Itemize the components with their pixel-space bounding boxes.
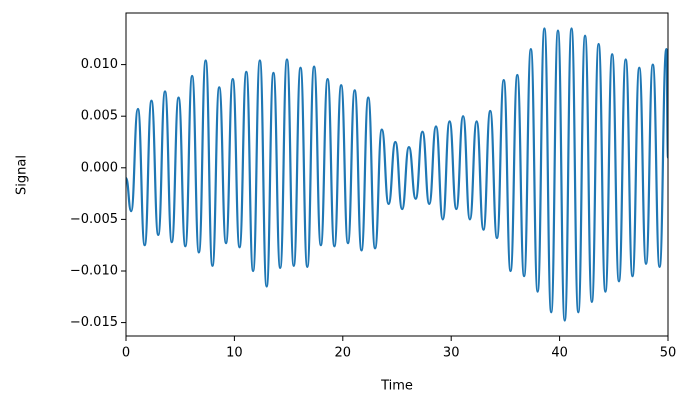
y-tick-label: 0.000 <box>81 160 118 175</box>
y-tick-label: −0.010 <box>70 263 118 278</box>
x-tick-label: 10 <box>226 346 243 361</box>
x-tick-label: 20 <box>335 346 352 361</box>
x-axis-label: Time <box>380 379 413 394</box>
y-tick-label: −0.015 <box>70 315 118 330</box>
x-tick-label: 50 <box>660 346 677 361</box>
y-axis-label: Signal <box>15 155 30 195</box>
x-tick-label: 40 <box>551 346 568 361</box>
signal-line <box>126 27 668 322</box>
y-tick-label: 0.005 <box>81 109 118 124</box>
plot-frame <box>125 12 669 337</box>
x-tick-label: 30 <box>443 346 460 361</box>
y-tick-label: −0.005 <box>70 212 118 227</box>
y-tick-label: 0.010 <box>81 57 118 72</box>
x-tick-label: 0 <box>122 346 130 361</box>
